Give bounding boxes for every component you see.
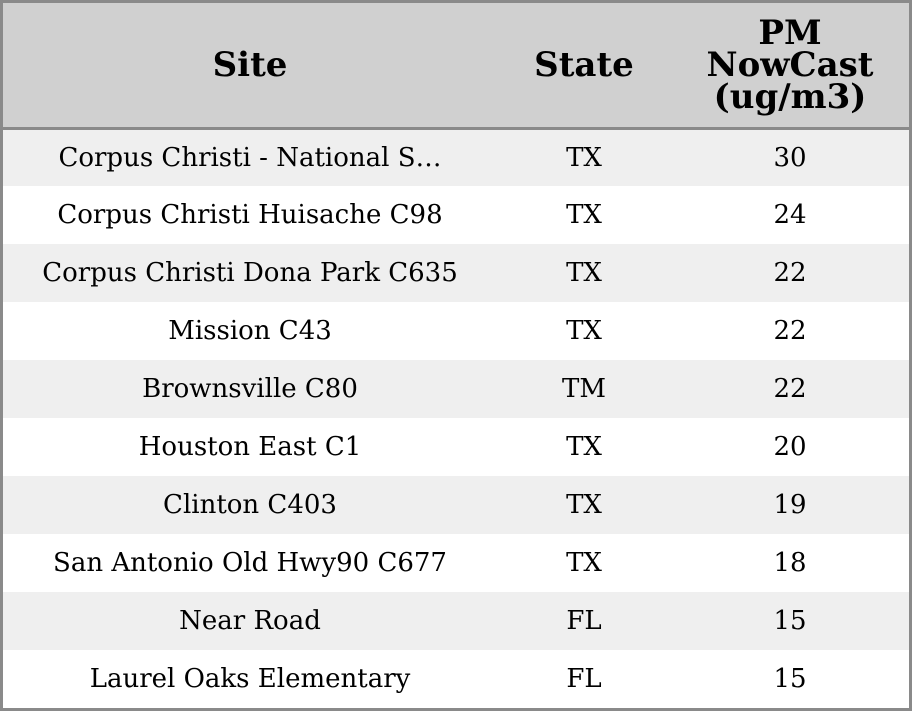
cell-pm-nowcast: 18 xyxy=(773,548,807,578)
cell-state: TX xyxy=(566,316,602,346)
table-row: San Antonio Old Hwy90 C677 TX 18 xyxy=(3,534,909,592)
cell-state: TX xyxy=(566,200,602,230)
cell-pm-nowcast: 30 xyxy=(773,142,807,173)
cell-pm-nowcast: 22 xyxy=(773,258,807,288)
pm-nowcast-table: Site State PM NowCast (ug/m3) Corpus Chr… xyxy=(3,3,909,708)
header-pm-nowcast: PM NowCast (ug/m3) xyxy=(671,3,909,130)
table-row: Laurel Oaks Elementary FL 15 xyxy=(3,650,909,708)
table-row: Mission C43 TX 22 xyxy=(3,302,909,360)
header-row: Site State PM NowCast (ug/m3) xyxy=(3,3,909,130)
cell-site: Mission C43 xyxy=(168,316,332,346)
cell-pm-nowcast: 19 xyxy=(773,490,807,520)
cell-site: Corpus Christi Huisache C98 xyxy=(57,200,443,230)
cell-pm-nowcast: 22 xyxy=(773,316,807,346)
cell-site: Houston East C1 xyxy=(138,432,362,462)
table-row: Clinton C403 TX 19 xyxy=(3,476,909,534)
cell-state: TX xyxy=(566,258,602,288)
cell-pm-nowcast: 20 xyxy=(773,432,807,462)
table-body: Corpus Christi - National S… TX 30 Corpus C… xyxy=(3,128,909,708)
cell-pm-nowcast: 24 xyxy=(773,200,807,230)
table-row: Corpus Christi - National S… TX 30 xyxy=(3,128,909,186)
cell-pm-nowcast: 22 xyxy=(773,374,807,404)
cell-site: Near Road xyxy=(179,606,321,636)
header-state: State xyxy=(497,3,671,130)
cell-state: TX xyxy=(566,142,602,173)
cell-site: San Antonio Old Hwy90 C677 xyxy=(53,548,447,578)
table-row: Corpus Christi Huisache C98 TX 24 xyxy=(3,186,909,244)
cell-pm-nowcast: 15 xyxy=(773,606,807,636)
cell-state: TX xyxy=(566,432,602,462)
cell-state: TX xyxy=(566,490,602,520)
cell-site: Corpus Christi Dona Park C635 xyxy=(42,258,458,288)
cell-site: Laurel Oaks Elementary xyxy=(89,664,411,694)
table-row: Near Road FL 15 xyxy=(3,592,909,650)
cell-pm-nowcast: 15 xyxy=(773,664,807,694)
cell-state: TM xyxy=(562,374,606,404)
cell-site: Corpus Christi - National S… xyxy=(58,142,442,173)
table-row: Houston East C1 TX 20 xyxy=(3,418,909,476)
cell-state: TX xyxy=(566,548,602,578)
table-row: Brownsville C80 TM 22 xyxy=(3,360,909,418)
table-header: Site State PM NowCast (ug/m3) xyxy=(3,3,909,130)
cell-site: Brownsville C80 xyxy=(142,374,358,404)
cell-state: FL xyxy=(566,606,602,636)
header-site: Site xyxy=(3,3,497,130)
cell-state: FL xyxy=(566,664,602,694)
cell-site: Clinton C403 xyxy=(163,490,337,520)
table-row: Corpus Christi Dona Park C635 TX 22 xyxy=(3,244,909,302)
